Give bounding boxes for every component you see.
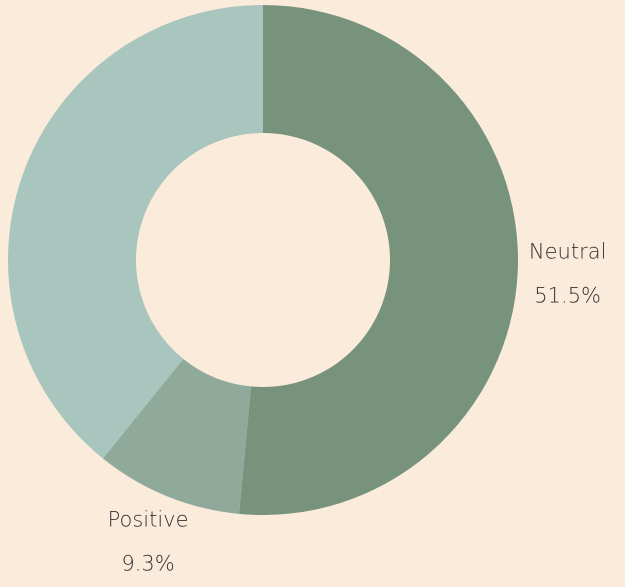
segment-value-label: 51.5% [534, 283, 601, 307]
segment-value-label: 9.3% [121, 552, 174, 576]
segment-label: Neutral [529, 239, 607, 263]
donut-segment [8, 5, 264, 459]
donut-segment [239, 5, 519, 515]
segment-label: Positive [108, 508, 189, 532]
donut-segment [102, 358, 252, 514]
